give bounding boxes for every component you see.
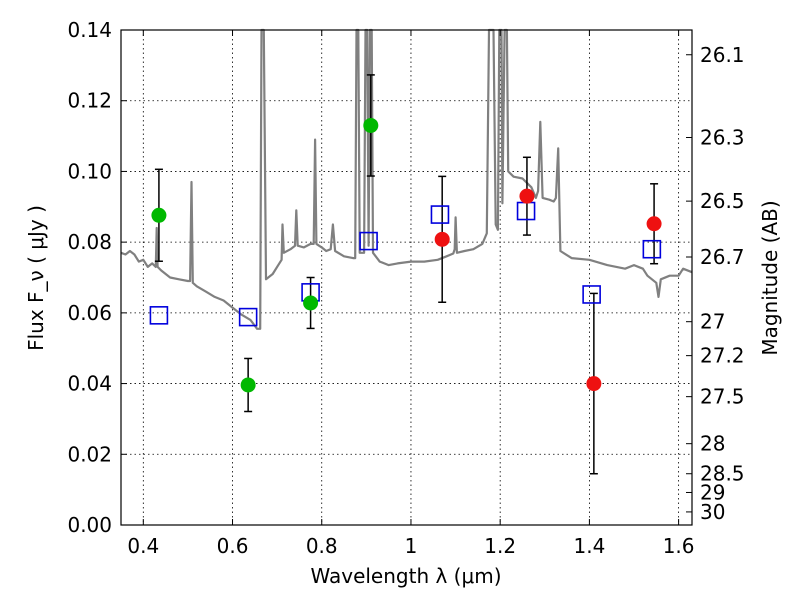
model-square-point	[238, 307, 258, 327]
photometry-point	[586, 376, 602, 392]
right-tick-label: 26.1	[700, 43, 745, 67]
photometry-point	[363, 117, 379, 133]
right-tick-label: 26.7	[700, 245, 745, 269]
x-tick-label: 1.6	[663, 534, 695, 558]
x-tick-label: 0.6	[217, 534, 249, 558]
y-tick-label: 0.02	[67, 442, 112, 466]
y-tick-label: 0.12	[67, 89, 112, 113]
photometry-point	[519, 188, 535, 204]
model-square-point	[642, 239, 662, 259]
right-tick-label: 29	[700, 480, 725, 504]
model-square-point	[516, 201, 536, 221]
right-tick-label: 30	[700, 500, 725, 524]
photometry-point	[151, 207, 167, 223]
y-axis-label: Flux F_ν ( μJy )	[24, 205, 48, 351]
y-tick-label: 0.00	[67, 513, 112, 537]
model-square-point	[430, 205, 450, 224]
photometry-point	[646, 216, 662, 232]
right-tick-label: 28.5	[700, 462, 745, 486]
x-axis-label: Wavelength λ (μm)	[310, 564, 501, 588]
spectrum-line	[120, 28, 693, 330]
x-tick-label: 1	[405, 534, 418, 558]
x-tick-label: 0.4	[127, 534, 159, 558]
y-tick-label: 0.06	[67, 301, 112, 325]
x-tick-label: 1.4	[573, 534, 605, 558]
data-points	[149, 74, 662, 475]
right-tick-label: 27.5	[700, 385, 745, 409]
template-spectrum	[120, 28, 693, 330]
model-square-point	[582, 285, 601, 304]
model-square-point	[359, 231, 378, 251]
photometry-point	[240, 377, 256, 393]
right-tick-label: 26.3	[700, 125, 745, 149]
model-square-point	[149, 306, 169, 325]
right-tick-label: 27.2	[700, 344, 745, 368]
axis-ticks: 0.4 0.6 0.8 1 1.2 1.4 1.6 0.00 0.02 0.04 0.06 0.08 0…	[67, 18, 744, 558]
right-tick-label: 27	[700, 310, 725, 334]
y-tick-label: 0.14	[67, 18, 112, 42]
right-tick-label: 26.5	[700, 189, 745, 213]
y-tick-label: 0.10	[67, 159, 112, 183]
x-tick-label: 0.8	[306, 534, 338, 558]
right-tick-label: 28	[700, 432, 725, 456]
plot-frame	[120, 29, 693, 526]
right-axis-label: Magnitude (AB)	[758, 200, 782, 355]
photometry-point	[434, 231, 450, 247]
grid	[121, 30, 692, 525]
y-tick-label: 0.04	[67, 372, 112, 396]
y-tick-label: 0.08	[67, 230, 112, 254]
x-tick-label: 1.2	[484, 534, 516, 558]
photometry-point	[303, 295, 319, 311]
